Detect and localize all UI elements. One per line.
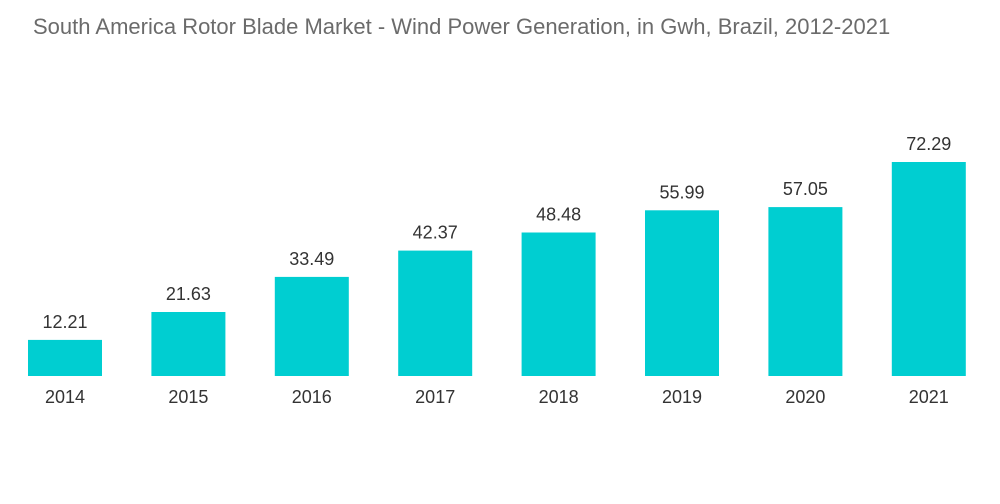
value-label-2015: 21.63 (166, 284, 211, 304)
x-tick-2015: 2015 (168, 387, 208, 407)
x-tick-2017: 2017 (415, 387, 455, 407)
value-labels-group: 12.21 21.63 33.49 42.37 48.48 55.99 57.05 72.29 (42, 134, 951, 332)
value-label-2017: 42.37 (413, 223, 458, 243)
x-tick-2020: 2020 (785, 387, 825, 407)
x-tick-2021: 2021 (909, 387, 949, 407)
x-tick-2018: 2018 (539, 387, 579, 407)
value-label-2020: 57.05 (783, 179, 828, 199)
bar-2016 (274, 276, 349, 376)
chart-title: South America Rotor Blade Market - Wind … (33, 14, 891, 39)
bar-2021 (891, 162, 966, 376)
value-label-2014: 12.21 (42, 312, 87, 332)
bar-2019 (645, 210, 719, 376)
x-tick-2019: 2019 (662, 387, 702, 407)
bar-2018 (521, 232, 596, 376)
bar-2015 (151, 312, 226, 376)
bar-2017 (398, 250, 473, 376)
x-tick-2014: 2014 (45, 387, 85, 407)
value-label-2018: 48.48 (536, 205, 581, 225)
x-tick-2016: 2016 (292, 387, 332, 407)
value-label-2019: 55.99 (659, 182, 704, 202)
bars-group (28, 162, 966, 376)
value-label-2021: 72.29 (906, 134, 951, 154)
bar-2014 (28, 339, 102, 376)
x-axis-ticks: 2014 2015 2016 2017 2018 2019 2020 2021 (45, 387, 949, 407)
bar-2020 (768, 207, 843, 376)
value-label-2016: 33.49 (289, 249, 334, 269)
